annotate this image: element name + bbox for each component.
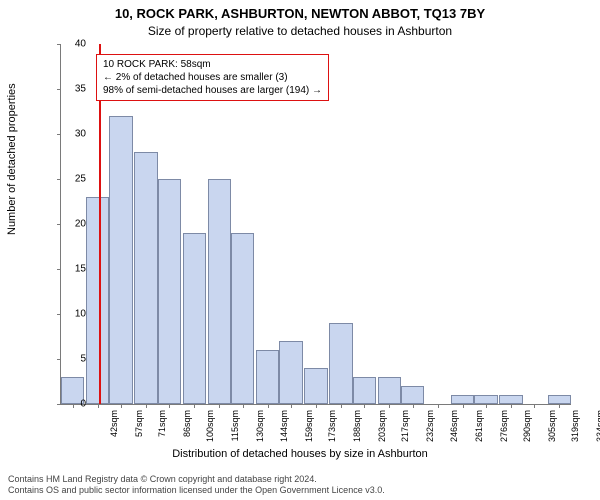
y-tick-label: 40 [46, 39, 86, 50]
x-tick-label: 130sqm [255, 410, 265, 450]
x-tick-label: 71sqm [157, 410, 167, 450]
histogram-bar [256, 350, 279, 404]
histogram-bar [474, 395, 497, 404]
x-tick-mark [341, 404, 342, 408]
x-tick-mark [194, 404, 195, 408]
x-tick-mark [413, 404, 414, 408]
x-tick-mark [364, 404, 365, 408]
x-tick-label: 86sqm [182, 410, 192, 450]
x-tick-label: 305sqm [547, 410, 557, 450]
histogram-bar [401, 386, 424, 404]
annotation-line: 10 ROCK PARK: 58sqm [103, 58, 322, 71]
x-tick-mark [534, 404, 535, 408]
histogram-bar [231, 233, 254, 404]
x-tick-label: 232sqm [425, 410, 435, 450]
histogram-bar [353, 377, 376, 404]
x-tick-label: 217sqm [400, 410, 410, 450]
x-tick-mark [268, 404, 269, 408]
histogram-bar [378, 377, 401, 404]
y-tick-label: 15 [46, 264, 86, 275]
x-tick-mark [146, 404, 147, 408]
y-tick-label: 35 [46, 84, 86, 95]
x-tick-mark [559, 404, 560, 408]
histogram-plot: 10 ROCK PARK: 58sqm← 2% of detached hous… [60, 44, 571, 405]
x-tick-mark [291, 404, 292, 408]
x-tick-label: 173sqm [327, 410, 337, 450]
y-tick-label: 10 [46, 309, 86, 320]
x-tick-label: 57sqm [134, 410, 144, 450]
x-tick-label: 159sqm [304, 410, 314, 450]
x-tick-mark [219, 404, 220, 408]
annotation-box: 10 ROCK PARK: 58sqm← 2% of detached hous… [96, 54, 329, 101]
histogram-bar [329, 323, 352, 404]
x-tick-mark [121, 404, 122, 408]
x-tick-mark [438, 404, 439, 408]
y-tick-label: 30 [46, 129, 86, 140]
x-tick-mark [243, 404, 244, 408]
histogram-bar [86, 197, 109, 404]
x-tick-mark [316, 404, 317, 408]
histogram-bar [134, 152, 157, 404]
x-tick-mark [169, 404, 170, 408]
histogram-bar [208, 179, 231, 404]
y-tick-label: 20 [46, 219, 86, 230]
histogram-bar [451, 395, 474, 404]
page-subtitle: Size of property relative to detached ho… [0, 24, 600, 38]
x-tick-label: 246sqm [449, 410, 459, 450]
x-tick-label: 290sqm [522, 410, 532, 450]
x-tick-label: 261sqm [474, 410, 484, 450]
annotation-line: ← 2% of detached houses are smaller (3) [103, 71, 322, 84]
x-tick-label: 203sqm [377, 410, 387, 450]
histogram-bar [109, 116, 132, 404]
x-tick-label: 144sqm [279, 410, 289, 450]
histogram-bar [279, 341, 302, 404]
y-tick-label: 0 [46, 399, 86, 410]
footer-line-1: Contains HM Land Registry data © Crown c… [8, 474, 385, 485]
x-tick-mark [389, 404, 390, 408]
histogram-bar [183, 233, 206, 404]
page-title-address: 10, ROCK PARK, ASHBURTON, NEWTON ABBOT, … [0, 6, 600, 21]
x-axis-label: Distribution of detached houses by size … [0, 448, 600, 460]
x-tick-mark [98, 404, 99, 408]
y-tick-label: 5 [46, 354, 86, 365]
histogram-bar [304, 368, 327, 404]
histogram-bar [548, 395, 571, 404]
annotation-line: 98% of semi-detached houses are larger (… [103, 84, 322, 97]
x-tick-label: 100sqm [205, 410, 215, 450]
x-tick-label: 334sqm [595, 410, 600, 450]
x-tick-label: 276sqm [499, 410, 509, 450]
x-tick-label: 42sqm [109, 410, 119, 450]
x-tick-mark [511, 404, 512, 408]
y-tick-label: 25 [46, 174, 86, 185]
x-tick-mark [463, 404, 464, 408]
x-tick-label: 188sqm [352, 410, 362, 450]
histogram-bar [158, 179, 181, 404]
x-tick-label: 115sqm [230, 410, 240, 450]
footer-attribution: Contains HM Land Registry data © Crown c… [8, 474, 385, 497]
y-axis-label: Number of detached properties [6, 83, 18, 235]
footer-line-2: Contains OS and public sector informatio… [8, 485, 385, 496]
x-tick-mark [486, 404, 487, 408]
x-tick-label: 319sqm [570, 410, 580, 450]
histogram-bar [499, 395, 522, 404]
